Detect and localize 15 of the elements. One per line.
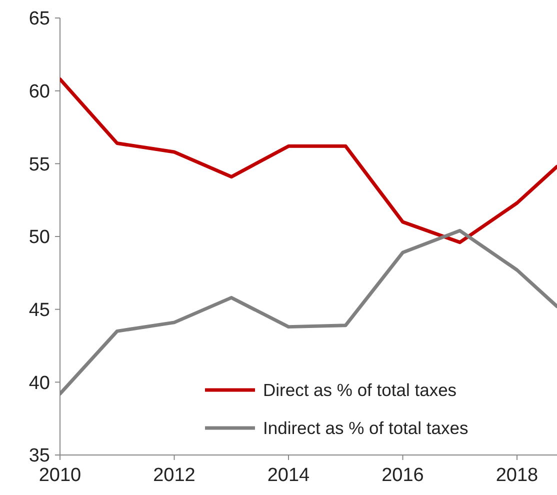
x-tick-label: 2014: [267, 465, 310, 486]
x-tick-label: 2018: [496, 465, 538, 486]
y-tick-label: 60: [28, 81, 50, 102]
y-tick-label: 55: [28, 154, 50, 176]
legend-label: Direct as % of total taxes: [263, 380, 457, 400]
y-tick-label: 45: [28, 300, 50, 321]
x-tick-label: 2010: [38, 465, 82, 486]
x-tick-label: 2012: [153, 465, 196, 486]
line-series: [60, 77, 557, 244]
x-tick-label: 2016: [382, 465, 424, 486]
legend-label: Indirect as % of total taxes: [263, 418, 468, 438]
y-tick-label: 40: [28, 372, 50, 394]
y-tick-label: 65: [28, 8, 50, 30]
y-tick-label: 35: [28, 446, 50, 467]
y-tick-label: 50: [28, 227, 50, 248]
